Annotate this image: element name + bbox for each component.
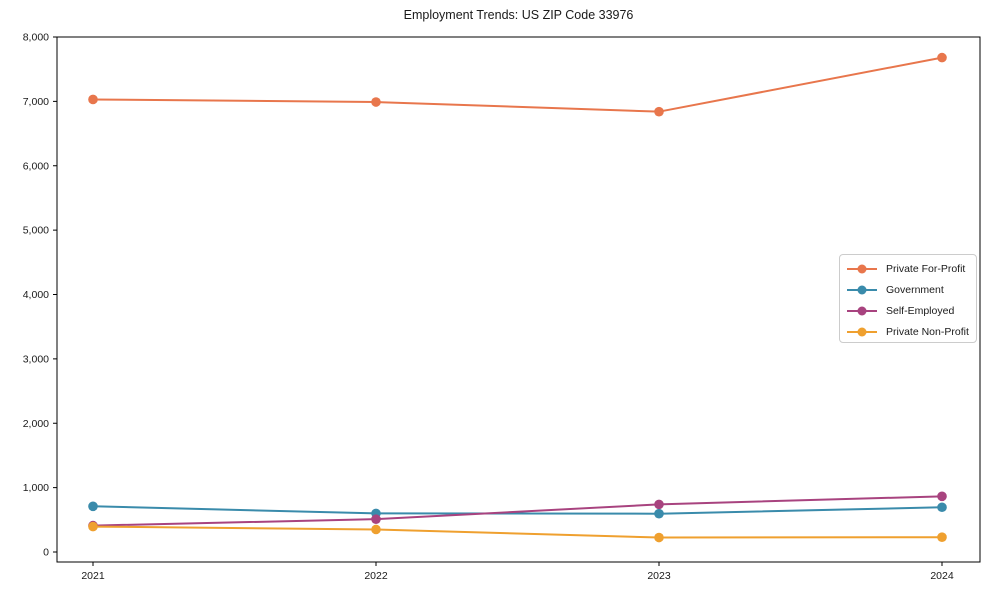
y-tick-label: 8,000 xyxy=(23,32,49,44)
legend-marker-icon xyxy=(847,285,877,295)
legend-label: Self-Employed xyxy=(886,305,955,317)
data-point-marker xyxy=(654,532,664,543)
data-point-marker xyxy=(654,106,664,117)
data-point-marker xyxy=(937,52,947,63)
legend-item: Self-Employed xyxy=(846,301,976,321)
legend-item: Government xyxy=(846,280,976,300)
series-line xyxy=(92,56,943,113)
legend-marker-icon xyxy=(847,306,877,316)
y-tick-label: 4,000 xyxy=(23,289,49,301)
data-point-marker xyxy=(371,524,381,535)
data-point-marker xyxy=(88,521,98,532)
y-tick-label: 0 xyxy=(43,547,49,559)
x-tick-label: 2021 xyxy=(81,570,105,582)
plot-border xyxy=(56,36,981,563)
y-tick-label: 7,000 xyxy=(23,96,49,108)
legend-item: Private Non-Profit xyxy=(846,322,976,342)
series-line xyxy=(92,525,943,539)
legend-marker-icon xyxy=(847,264,877,274)
series-line xyxy=(92,495,943,527)
x-tick-label: 2024 xyxy=(930,570,954,582)
data-point-marker xyxy=(937,532,947,542)
legend: Private For-Profit Government Self-Employe… xyxy=(839,254,977,343)
legend-marker-icon xyxy=(847,327,877,337)
y-tick-label: 1,000 xyxy=(23,482,49,494)
y-tick-label: 5,000 xyxy=(23,225,49,237)
data-point-marker xyxy=(371,97,381,107)
data-point-marker xyxy=(654,499,664,510)
data-point-marker xyxy=(88,501,98,512)
chart-title: Employment Trends: US ZIP Code 33976 xyxy=(403,8,634,22)
x-tick-label: 2023 xyxy=(647,570,671,582)
x-tick-label: 2022 xyxy=(364,570,388,582)
legend-label: Private For-Profit xyxy=(886,263,966,275)
legend-item: Private For-Profit xyxy=(846,259,976,279)
legend-label: Private Non-Profit xyxy=(886,326,969,338)
series-line xyxy=(92,505,943,515)
data-point-marker xyxy=(937,502,947,513)
y-tick-label: 3,000 xyxy=(23,353,49,365)
y-tick-label: 2,000 xyxy=(23,418,49,430)
data-point-marker xyxy=(654,508,664,519)
y-tick-label: 6,000 xyxy=(23,160,49,172)
data-point-marker xyxy=(88,94,98,105)
data-point-marker xyxy=(937,491,947,502)
data-point-marker xyxy=(371,514,381,524)
legend-label: Government xyxy=(886,284,944,296)
